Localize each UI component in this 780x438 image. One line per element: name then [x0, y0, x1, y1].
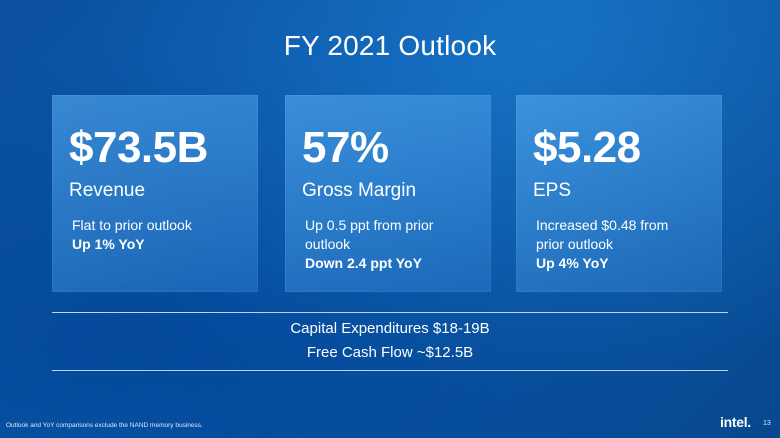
page-number: 13: [763, 420, 771, 427]
summary-divider-bottom: [52, 370, 728, 371]
gross-margin-note: Up 0.5 ppt from prior outlook Down 2.4 p…: [305, 216, 485, 273]
eps-note-line: Increased $0.48 from: [536, 217, 669, 233]
summary-divider-top: [52, 312, 728, 313]
eps-label: EPS: [533, 180, 572, 201]
eps-note: Increased $0.48 from prior outlook Up 4%…: [536, 216, 716, 273]
revenue-note-yoy: Up 1% YoY: [72, 236, 145, 252]
gross-margin-note-yoy: Down 2.4 ppt YoY: [305, 255, 422, 271]
fcf-summary: Free Cash Flow ~$12.5B: [306, 344, 474, 361]
footnote: Outlook and YoY comparisons exclude the …: [6, 422, 203, 429]
eps-value: $5.28: [533, 123, 641, 172]
gross-margin-card: 57% Gross Margin Up 0.5 ppt from prior o…: [285, 95, 491, 292]
eps-card: $5.28 EPS Increased $0.48 from prior out…: [516, 95, 722, 292]
revenue-note: Flat to prior outlook Up 1% YoY: [72, 216, 252, 254]
gross-margin-value: 57%: [302, 123, 389, 172]
revenue-note-line: Flat to prior outlook: [72, 217, 192, 233]
gross-margin-note-line: outlook: [305, 236, 351, 252]
revenue-label: Revenue: [69, 180, 146, 201]
capex-summary: Capital Expenditures $18-19B: [290, 320, 490, 337]
gross-margin-note-line: Up 0.5 ppt from prior: [305, 217, 434, 233]
eps-note-line: prior outlook: [536, 236, 614, 252]
eps-note-yoy: Up 4% YoY: [536, 255, 609, 271]
revenue-value: $73.5B: [69, 123, 208, 172]
revenue-card: $73.5B Revenue Flat to prior outlook Up …: [52, 95, 258, 292]
slide-title: FY 2021 Outlook: [283, 30, 497, 61]
gross-margin-label: Gross Margin: [302, 180, 417, 201]
intel-logo: intel.: [720, 414, 751, 430]
